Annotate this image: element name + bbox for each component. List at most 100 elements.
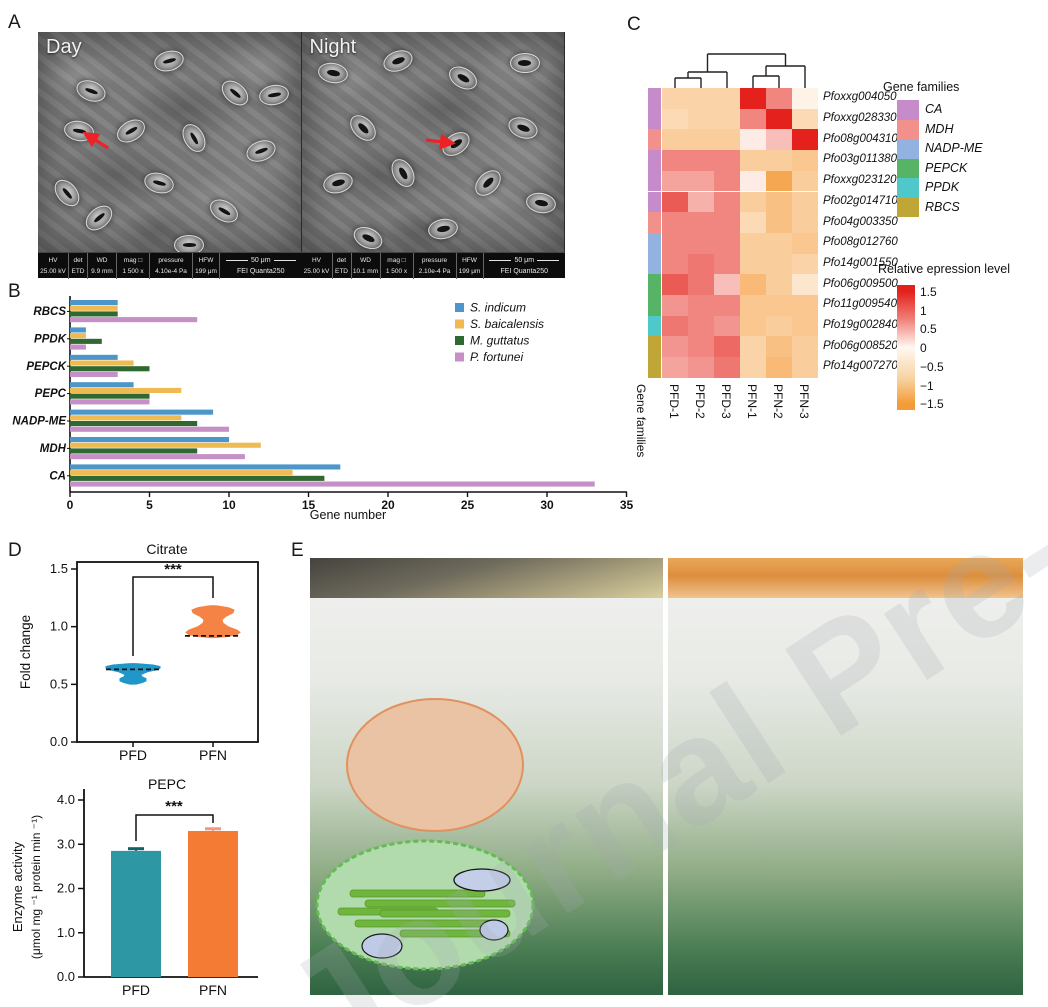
meta-value: 25.00 kV bbox=[40, 268, 66, 275]
heatmap-cell bbox=[662, 232, 688, 254]
x-tick-label: 5 bbox=[146, 498, 153, 512]
panel-label-c: C bbox=[627, 14, 641, 35]
sem-condition-label: Night bbox=[309, 36, 357, 58]
bar-PEPC-M. guttatus bbox=[70, 393, 150, 399]
category-label: NADP-ME bbox=[12, 416, 66, 428]
stoma-aperture bbox=[182, 243, 196, 247]
starch-pool-oval bbox=[453, 868, 511, 892]
meta-header: mag □ bbox=[123, 257, 143, 264]
heatmap-cell bbox=[714, 253, 740, 275]
legend-swatch bbox=[455, 336, 464, 345]
heatmap-cell bbox=[688, 108, 714, 130]
meta-cell: HFW 199 μm bbox=[457, 253, 484, 279]
meta-value: 9.9 mm bbox=[91, 268, 113, 275]
family-band-RBCS bbox=[648, 336, 661, 358]
meta-value: ETD bbox=[71, 268, 85, 275]
pathway-day-panel bbox=[668, 558, 1023, 995]
meta-cell: HV 25.00 kV bbox=[302, 253, 333, 279]
sem-condition-label: Day bbox=[46, 36, 82, 58]
heatmap-cell bbox=[714, 212, 740, 233]
family-legend-label: PPDK bbox=[925, 180, 960, 194]
starch-granule bbox=[361, 933, 403, 959]
plot-box bbox=[76, 561, 259, 743]
gene-label: Pfo19g002840 bbox=[823, 319, 898, 332]
significance-bracket bbox=[135, 814, 214, 841]
x-tick-label: 30 bbox=[540, 498, 554, 512]
y-tick-label: 1.5 bbox=[50, 561, 68, 576]
heatmap-cell bbox=[714, 191, 740, 213]
scale-line bbox=[537, 260, 560, 261]
column-dendrogram bbox=[674, 53, 806, 88]
thylakoid-stack bbox=[349, 889, 486, 898]
heatmap-cell bbox=[766, 315, 792, 337]
scale-text: 50 μm bbox=[514, 257, 535, 264]
legend-label: S. baicalensis bbox=[470, 317, 544, 331]
mitochondrion-shape bbox=[346, 698, 524, 832]
y-tick-label: 0.5 bbox=[50, 676, 68, 691]
meta-cell: WD 9.9 mm bbox=[88, 253, 117, 279]
scale-cell: 50 μm FEI Quanta250 bbox=[484, 253, 566, 279]
heatmap-cell bbox=[792, 357, 818, 378]
bar-NADP-ME-S. indicum bbox=[70, 409, 214, 415]
bar-MDH-M. guttatus bbox=[70, 448, 198, 454]
heatmap-cell bbox=[740, 108, 766, 130]
heatmap-cell bbox=[662, 315, 688, 337]
night-header-band bbox=[310, 558, 663, 598]
family-band-MDH bbox=[648, 129, 661, 151]
family-band-CA bbox=[648, 108, 661, 130]
sem-micrograph-panel: Day Night HV 25.00 kV det ETD WD 9.9 mm mag □ 1 5… bbox=[38, 32, 566, 279]
violin-PFD bbox=[105, 663, 161, 685]
heatmap-cell bbox=[714, 274, 740, 295]
column-label: PFD-2 bbox=[693, 384, 707, 419]
heatmap-cell bbox=[688, 295, 714, 316]
panel-label-d: D bbox=[8, 540, 22, 561]
meta-cell: det ETD bbox=[69, 253, 88, 279]
meta-cell: pressure 2.10e-4 Pa bbox=[414, 253, 457, 279]
y-tick-label: 2.0 bbox=[57, 881, 75, 896]
bar-MDH-S. baicalensis bbox=[70, 442, 261, 448]
heatmap-cell bbox=[714, 357, 740, 378]
category-label: MDH bbox=[40, 443, 67, 455]
meta-header: HFW bbox=[462, 257, 477, 264]
x-tick-label: 20 bbox=[381, 498, 395, 512]
bar-PEPCK-S. indicum bbox=[70, 354, 118, 360]
heatmap-cell bbox=[662, 191, 688, 213]
heatmap-cell bbox=[688, 150, 714, 171]
bar-RBCS-S. indicum bbox=[70, 300, 118, 306]
bar-CA-S. indicum bbox=[70, 464, 341, 470]
x-axis-title: Gene number bbox=[310, 508, 386, 522]
sem-metadata-half: HV 25.00 kV det ETD WD 10.1 mm mag □ 1 500 x pre… bbox=[301, 252, 566, 279]
bar-PEPC-S. baicalensis bbox=[70, 387, 182, 393]
meta-header: pressure bbox=[158, 257, 184, 264]
y-axis-title-line2: (μmol mg ⁻¹ protein min ⁻¹) bbox=[29, 815, 43, 959]
heatmap-cell bbox=[740, 253, 766, 275]
family-band-PEPCK bbox=[648, 274, 661, 295]
gene-label: Pfo14g001550 bbox=[823, 256, 898, 269]
family-band-PPDK bbox=[648, 315, 661, 337]
meta-header: HV bbox=[48, 257, 58, 264]
thylakoid-stack bbox=[379, 909, 511, 918]
bar-PFD bbox=[111, 850, 161, 977]
heatmap-cell bbox=[714, 108, 740, 130]
x-tick-label: 0 bbox=[67, 498, 74, 512]
colorbar-tick-label: 0 bbox=[920, 341, 927, 356]
family-swatch-RBCS bbox=[897, 197, 919, 217]
meta-value: 1 500 x bbox=[122, 268, 144, 275]
meta-header: pressure bbox=[421, 257, 448, 264]
heatmap-cell bbox=[792, 170, 818, 192]
bar-RBCS-S. baicalensis bbox=[70, 305, 118, 311]
heatmap-cell bbox=[792, 295, 818, 316]
colorbar-title: Relative epression level bbox=[878, 262, 1011, 276]
heatmap-cell bbox=[662, 253, 688, 275]
significance-stars: *** bbox=[165, 798, 183, 815]
bar-PEPCK-P. fortunei bbox=[70, 371, 118, 377]
x-tick-label: 10 bbox=[222, 498, 236, 512]
heatmap-cell bbox=[792, 150, 818, 171]
meta-header: HFW bbox=[198, 257, 214, 264]
meta-value: 25.00 kV bbox=[303, 268, 330, 275]
heatmap-cell bbox=[740, 129, 766, 151]
heatmap-cell bbox=[792, 88, 818, 109]
chart-title: Citrate bbox=[146, 541, 187, 557]
heatmap-cell bbox=[688, 336, 714, 358]
family-legend-label: NADP-ME bbox=[925, 141, 983, 155]
